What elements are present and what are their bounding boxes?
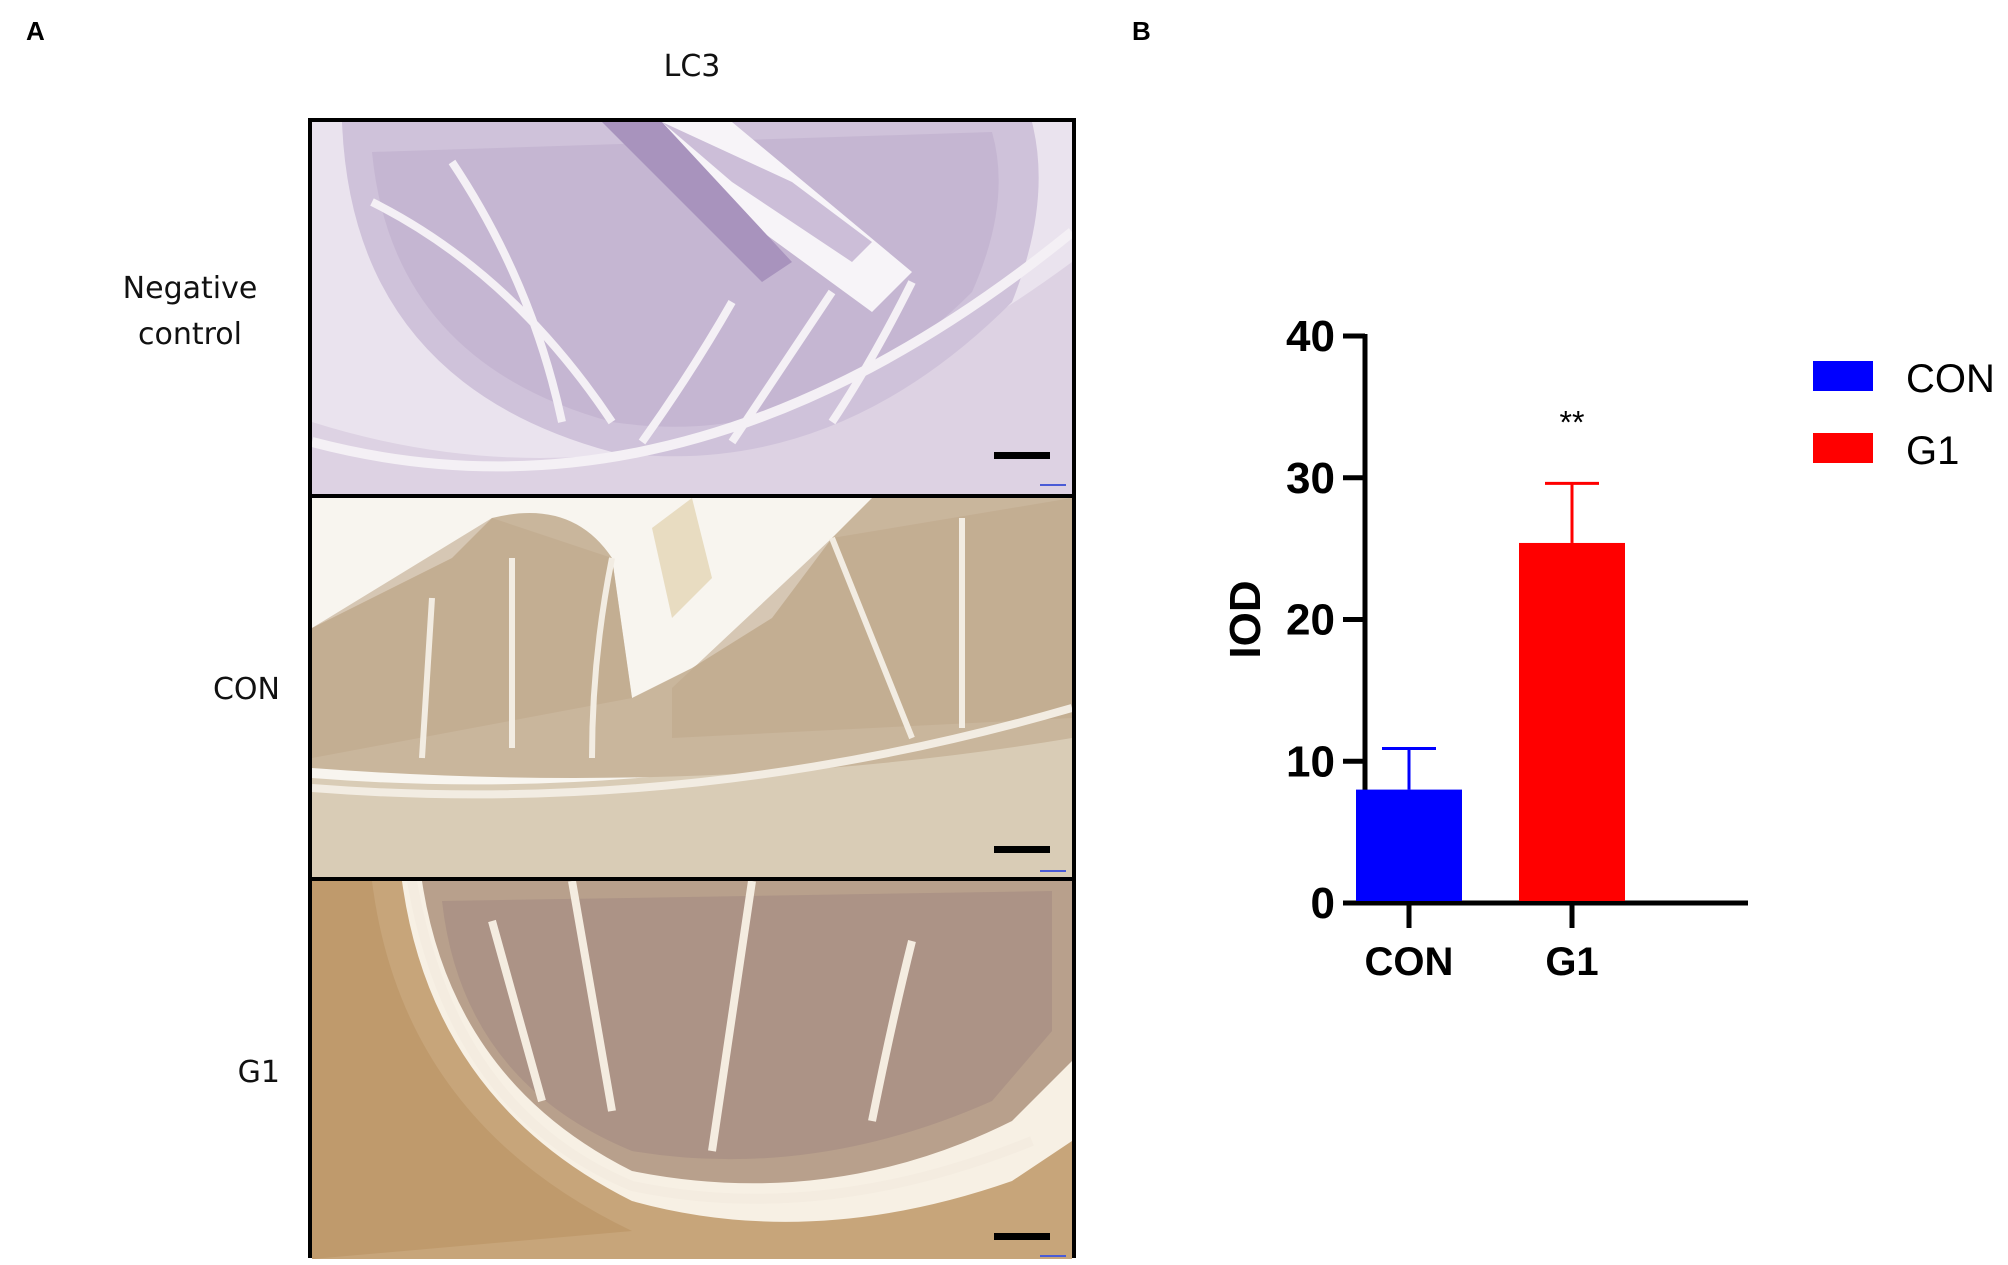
legend-label-con: CON <box>1906 357 1995 401</box>
scale-bar-label <box>1040 866 1066 872</box>
iod-bar-chart: 0 10 20 30 40 IOD CON G1 ** CON G1 <box>1221 312 1995 984</box>
row-label-g1: G1 <box>237 1055 280 1090</box>
micrograph-con <box>312 494 1072 881</box>
micrograph-grid <box>308 118 1076 1259</box>
x-tick-label-g1: G1 <box>1545 940 1598 984</box>
row-label-con: CON <box>212 672 280 707</box>
column-title-lc3: LC3 <box>663 49 721 84</box>
tissue-negative-control-image <box>312 122 1072 494</box>
tissue-g1-image <box>312 881 1072 1259</box>
tissue-con-image <box>312 498 1072 878</box>
scale-bar-label <box>1040 480 1066 486</box>
scale-bar <box>994 1233 1050 1240</box>
bar-con <box>1356 789 1462 901</box>
y-tick-label: 0 <box>1311 879 1335 928</box>
micrograph-g1 <box>312 877 1072 1262</box>
y-tick-label: 40 <box>1286 312 1335 361</box>
legend-label-g1: G1 <box>1906 429 1959 473</box>
panel-b-letter: B <box>1132 16 1151 46</box>
scale-bar <box>994 452 1050 459</box>
y-tick-label: 30 <box>1286 454 1335 503</box>
micrograph-negative-control <box>312 122 1072 494</box>
row-label-negative-control: Negative control <box>100 266 280 358</box>
row-label-line2: control <box>138 317 242 352</box>
significance-marker: ** <box>1560 404 1585 440</box>
scale-bar <box>994 846 1050 853</box>
legend-swatch-g1 <box>1813 433 1873 463</box>
x-tick-label-con: CON <box>1365 940 1454 984</box>
y-axis-label: IOD <box>1221 580 1270 658</box>
chart-plot-area: 0 10 20 30 40 IOD CON G1 ** CON G1 <box>1221 312 1995 984</box>
y-tick-label: 10 <box>1286 737 1335 786</box>
y-tick-label: 20 <box>1286 596 1335 645</box>
scale-bar-label <box>1040 1251 1066 1257</box>
panel-a-letter: A <box>26 16 45 46</box>
legend-swatch-con <box>1813 361 1873 391</box>
bar-g1 <box>1519 542 1625 901</box>
row-label-line1: Negative <box>122 271 258 306</box>
